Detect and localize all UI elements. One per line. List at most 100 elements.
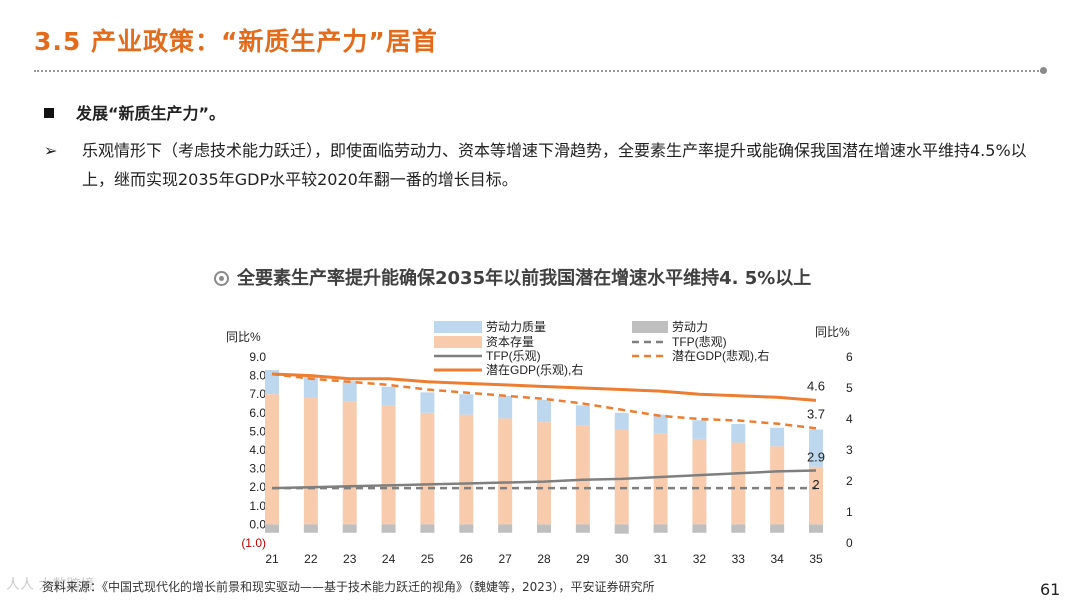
x-tick-label: 27	[498, 552, 512, 566]
bar-capital	[692, 438, 707, 525]
x-tick-label: 31	[654, 552, 668, 566]
left-tick-label: 2.0	[249, 480, 266, 494]
line-tfp-optimistic	[271, 469, 817, 490]
x-tick-label: 32	[693, 552, 707, 566]
bar-capital	[420, 412, 435, 525]
bar-labor	[537, 524, 551, 533]
bar-labor-quality	[575, 405, 590, 426]
x-tick-label: 22	[304, 552, 318, 566]
x-tick-label: 28	[537, 552, 551, 566]
left-tick-label: 9.0	[249, 350, 266, 364]
legend-label-tfp-optimistic: TFP(乐观)	[486, 349, 541, 363]
bar-labor	[303, 524, 318, 533]
target-circle-icon	[214, 271, 229, 286]
page-number: 61	[1040, 580, 1061, 599]
right-tick-label: 6	[846, 350, 853, 364]
bar-capital	[303, 397, 318, 525]
bar-labor-quality	[498, 396, 513, 419]
bullet-paragraph-text: 乐观情形下（考虑技术能力跃迁），即使面临劳动力、资本等增速下滑趋势，全要素生产率…	[82, 141, 1027, 189]
data-label-gdp-pessimistic: 3.7	[807, 406, 825, 421]
bar-labor	[809, 524, 823, 533]
x-tick-label: 25	[421, 552, 435, 566]
legend-label-capital: 资本存量	[486, 335, 534, 349]
arrow-bullet-icon: ➢	[44, 141, 58, 160]
x-tick-label: 21	[265, 552, 279, 566]
bar-labor-quality	[459, 394, 474, 415]
legend-label-labor-quality: 劳动力质量	[486, 320, 546, 334]
bar-capital	[459, 414, 474, 525]
bar-labor-quality	[420, 392, 435, 413]
bar-labor	[265, 524, 279, 533]
bar-labor-quality	[692, 420, 707, 439]
bar-labor	[459, 524, 474, 533]
right-tick-label: 1	[846, 505, 853, 519]
bar-labor-quality	[770, 427, 785, 447]
legend-label-labor: 劳动力	[672, 320, 708, 334]
bar-labor	[420, 524, 435, 533]
slide-title: 3.5 产业政策：“新质生产力”居首	[34, 27, 438, 56]
bar-labor	[342, 524, 357, 533]
bar-capital	[770, 446, 785, 525]
right-tick-label: 3	[846, 443, 853, 457]
left-tick-label: 3.0	[249, 462, 266, 476]
square-bullet-icon	[44, 108, 54, 118]
source-footer: 资料来源：《中国式现代化的增长前景和现实驱动——基于技术能力跃迁的视角》（魏婕等…	[42, 580, 655, 594]
data-label-gdp-optimistic: 4.6	[807, 378, 825, 393]
legend-label-gdp-optimistic: 潜在GDP(乐观),右	[486, 362, 583, 377]
bar-labor-quality	[614, 412, 629, 430]
legend-swatch-labor	[632, 321, 668, 333]
bar-capital	[265, 394, 279, 525]
legend-swatch-labor-quality	[434, 321, 482, 333]
data-label-tfp-pessimistic: 2	[812, 477, 819, 492]
legend-label-gdp-pessimistic: 潜在GDP(悲观),右	[672, 348, 769, 363]
bar-labor-quality	[653, 414, 668, 434]
bar-labor	[381, 524, 396, 533]
bar-labor-quality	[537, 399, 551, 423]
bar-labor-quality	[809, 429, 823, 467]
bar-labor-quality	[342, 381, 357, 402]
watermark: 人人 大数跨境	[6, 577, 95, 593]
bar-labor-quality	[265, 370, 279, 395]
chart-title: 全要素生产率提升能确保2035年以前我国潜在增速水平维持4. 5%以上	[214, 264, 811, 290]
line-gdp-optimistic	[271, 372, 817, 402]
chart-title-text: 全要素生产率提升能确保2035年以前我国潜在增速水平维持4. 5%以上	[237, 268, 812, 289]
left-tick-label: 5.0	[249, 424, 266, 438]
bar-capital	[575, 425, 590, 525]
right-tick-label: 4	[846, 412, 853, 426]
bar-capital	[537, 422, 551, 525]
bar-labor-quality	[303, 375, 318, 398]
left-tick-label: 7.0	[249, 387, 266, 401]
bar-labor	[614, 524, 629, 534]
legend-swatch-capital	[434, 336, 482, 348]
right-tick-label: 0	[846, 536, 853, 550]
bar-capital	[381, 405, 396, 525]
bar-labor	[731, 524, 746, 533]
left-tick-label: 4.0	[249, 443, 266, 457]
data-label-tfp-optimistic: 2.9	[807, 449, 825, 464]
bar-capital	[614, 429, 629, 525]
right-axis-title: 同比%	[815, 325, 850, 339]
x-tick-label: 26	[460, 552, 474, 566]
bar-labor	[653, 524, 668, 533]
bar-labor-quality	[731, 423, 746, 443]
right-tick-label: 5	[846, 381, 853, 395]
bar-capital	[342, 401, 357, 525]
bar-capital	[731, 442, 746, 525]
left-tick-label: 0.0	[249, 517, 266, 531]
left-axis-title: 同比%	[226, 330, 261, 344]
divider-dot	[1040, 67, 1047, 74]
left-tick-label: (1.0)	[241, 536, 266, 550]
bar-capital	[498, 418, 513, 525]
bullet-heading-text: 发展“新质生产力”。	[76, 104, 226, 123]
bar-capital	[653, 433, 668, 525]
bar-labor	[770, 524, 785, 533]
left-tick-label: 6.0	[249, 406, 266, 420]
left-tick-label: 1.0	[249, 499, 266, 513]
x-tick-label: 24	[382, 552, 396, 566]
title-divider	[34, 70, 1042, 72]
legend-label-tfp-pessimistic: TFP(悲观)	[672, 334, 727, 349]
x-tick-label: 35	[809, 552, 823, 566]
bar-labor-quality	[381, 386, 396, 406]
x-tick-label: 30	[615, 552, 629, 566]
